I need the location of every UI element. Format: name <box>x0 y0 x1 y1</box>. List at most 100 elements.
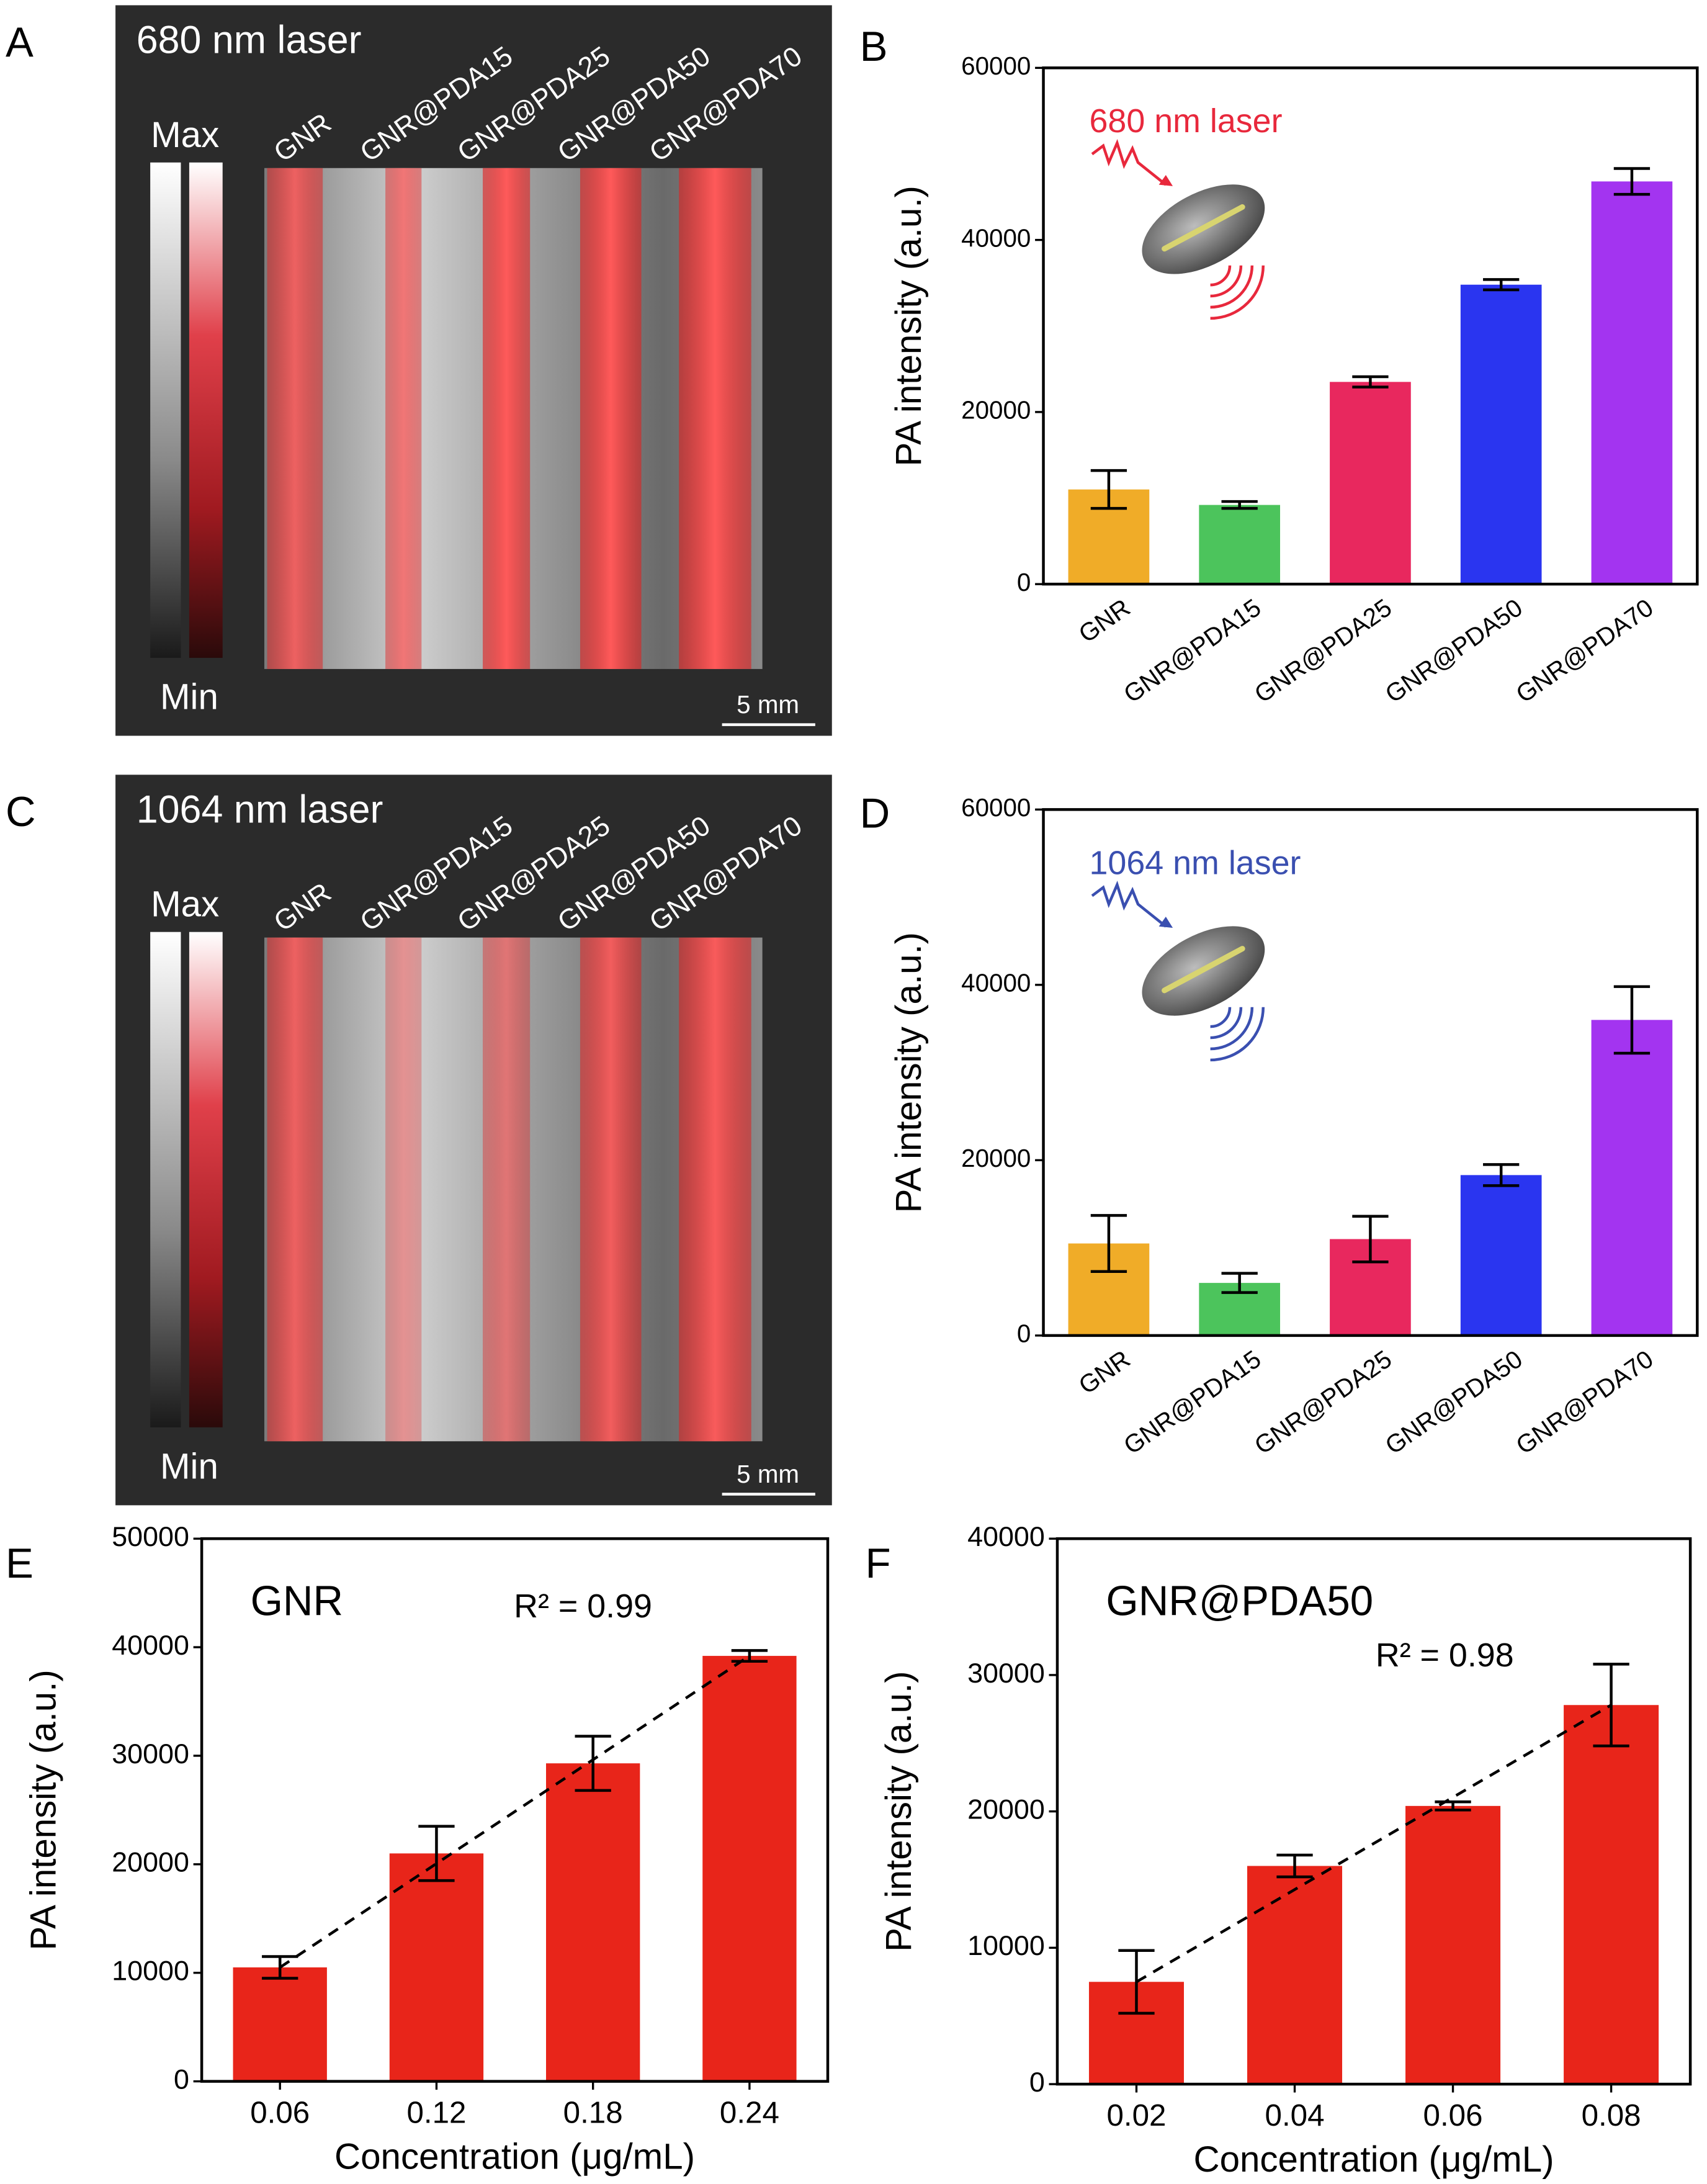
error-bar <box>731 1649 768 1663</box>
error-bar <box>1221 500 1258 510</box>
y-tick-label: 40000 <box>967 1521 1045 1552</box>
signal-stripe <box>580 168 642 669</box>
y-tick-label: 20000 <box>967 1793 1045 1825</box>
sound-wave <box>1210 265 1232 287</box>
bar <box>1405 1805 1501 2085</box>
sound-wave <box>1210 1007 1265 1062</box>
panel-label: F <box>866 1540 891 1587</box>
x-tick-label: GNR <box>1073 1344 1136 1400</box>
x-tick-label: GNR <box>1073 593 1136 648</box>
signal-stripe <box>385 937 422 1442</box>
image-title: 680 nm laser <box>137 19 362 62</box>
colorbar-max: Max <box>151 115 219 155</box>
x-tick-label: GNR@PDA25 <box>1249 593 1397 708</box>
error-bar <box>1276 1853 1313 1879</box>
fit-line <box>1136 1704 1612 1984</box>
error-bar <box>1613 985 1651 1055</box>
x-tick-label: 0.06 <box>1423 2098 1483 2132</box>
panel-label: A <box>6 19 34 66</box>
bar <box>702 1656 797 2082</box>
signal-stripe <box>482 168 531 669</box>
x-tick-label: GNR@PDA15 <box>1118 593 1266 708</box>
scale-bar-label: 5 mm <box>737 1460 799 1488</box>
y-tick-label: 0 <box>1029 2066 1045 2098</box>
error-bar <box>575 1735 611 1792</box>
y-axis-title: PA intensity (a.u.) <box>879 1671 919 1951</box>
y-tick-label: 10000 <box>967 1930 1045 1961</box>
colorbar-max: Max <box>151 884 219 925</box>
chart-inner-title: GNR@PDA50 <box>1106 1578 1373 1624</box>
y-axis-title: PA intensity (a.u.) <box>23 1669 63 1950</box>
axes-frame <box>200 1537 830 2083</box>
laser-arrowhead <box>1158 917 1173 928</box>
x-tick-label: 0.24 <box>720 2095 779 2129</box>
y-tick-label: 0 <box>1017 568 1031 596</box>
error-bar <box>1483 278 1520 292</box>
bar <box>546 1763 640 2082</box>
x-tick-label: 0.08 <box>1582 2098 1641 2132</box>
y-tick-label: 20000 <box>961 1144 1031 1172</box>
colorbar-gray <box>150 162 181 658</box>
fit-line <box>279 1655 751 1969</box>
chart-inner-title: GNR <box>251 1578 343 1624</box>
error-bar <box>1483 1163 1520 1187</box>
axes-frame <box>1042 808 1699 1337</box>
sound-wave <box>1210 1007 1232 1028</box>
y-tick-label: 20000 <box>112 1846 189 1878</box>
nanorod <box>1162 204 1245 252</box>
x-tick-label: GNR@PDA70 <box>1511 593 1659 708</box>
r-squared: R² = 0.99 <box>514 1588 652 1625</box>
bar <box>1330 382 1411 585</box>
bar <box>1564 1705 1659 2085</box>
y-tick-label: 0 <box>174 2063 189 2095</box>
bar <box>389 1853 484 2082</box>
x-tick-label: GNR@PDA50 <box>1380 593 1528 708</box>
colorbar-red <box>189 932 223 1427</box>
bar <box>1460 284 1542 585</box>
signal-stripe <box>267 937 323 1442</box>
y-axis-title: PA intensity (a.u.) <box>889 932 929 1213</box>
error-bar <box>418 1825 455 1882</box>
y-tick-label: 30000 <box>967 1657 1045 1689</box>
signal-stripe <box>679 937 751 1442</box>
bar <box>1591 181 1673 585</box>
nanorod <box>1162 946 1245 994</box>
axes-frame <box>1042 66 1699 586</box>
y-tick-label: 50000 <box>112 1521 189 1552</box>
x-tick-label: GNR@PDA15 <box>1118 1344 1266 1460</box>
y-tick-label: 0 <box>1017 1319 1031 1348</box>
signal-stripe <box>679 168 751 669</box>
y-tick-label: 10000 <box>112 1955 189 1987</box>
sound-wave <box>1210 265 1265 320</box>
sound-wave <box>1210 1007 1243 1040</box>
signal-stripe <box>385 168 422 669</box>
bar <box>1199 505 1281 585</box>
y-tick-label: 60000 <box>961 52 1031 80</box>
colorbar-gray <box>150 932 181 1427</box>
error-bar <box>1221 1272 1258 1294</box>
x-tick-label: 0.06 <box>250 2095 310 2129</box>
x-tick-label: 0.02 <box>1106 2098 1166 2132</box>
sound-wave <box>1210 265 1243 298</box>
laser-label: 680 nm laser <box>1090 102 1283 140</box>
error-bar <box>1090 469 1127 510</box>
x-tick-label: GNR@PDA25 <box>1249 1344 1397 1460</box>
x-tick-label: 0.04 <box>1265 2098 1325 2132</box>
y-tick-label: 30000 <box>112 1738 189 1769</box>
x-tick-label: GNR@PDA50 <box>1380 1344 1528 1460</box>
laser-wave <box>1091 138 1167 186</box>
image-title: 1064 nm laser <box>137 788 383 831</box>
panel-label: D <box>860 790 890 837</box>
y-tick-label: 40000 <box>961 223 1031 252</box>
y-tick-label: 40000 <box>112 1629 189 1661</box>
laser-label: 1064 nm laser <box>1090 844 1301 881</box>
error-bar <box>1352 1215 1389 1264</box>
sound-wave <box>1210 1007 1254 1051</box>
scale-bar-label: 5 mm <box>737 690 799 719</box>
colorbar-red <box>189 162 223 658</box>
r-squared: R² = 0.98 <box>1376 1637 1514 1674</box>
error-bar <box>1090 1214 1127 1273</box>
x-tick-label: GNR@PDA70 <box>1511 1344 1659 1460</box>
